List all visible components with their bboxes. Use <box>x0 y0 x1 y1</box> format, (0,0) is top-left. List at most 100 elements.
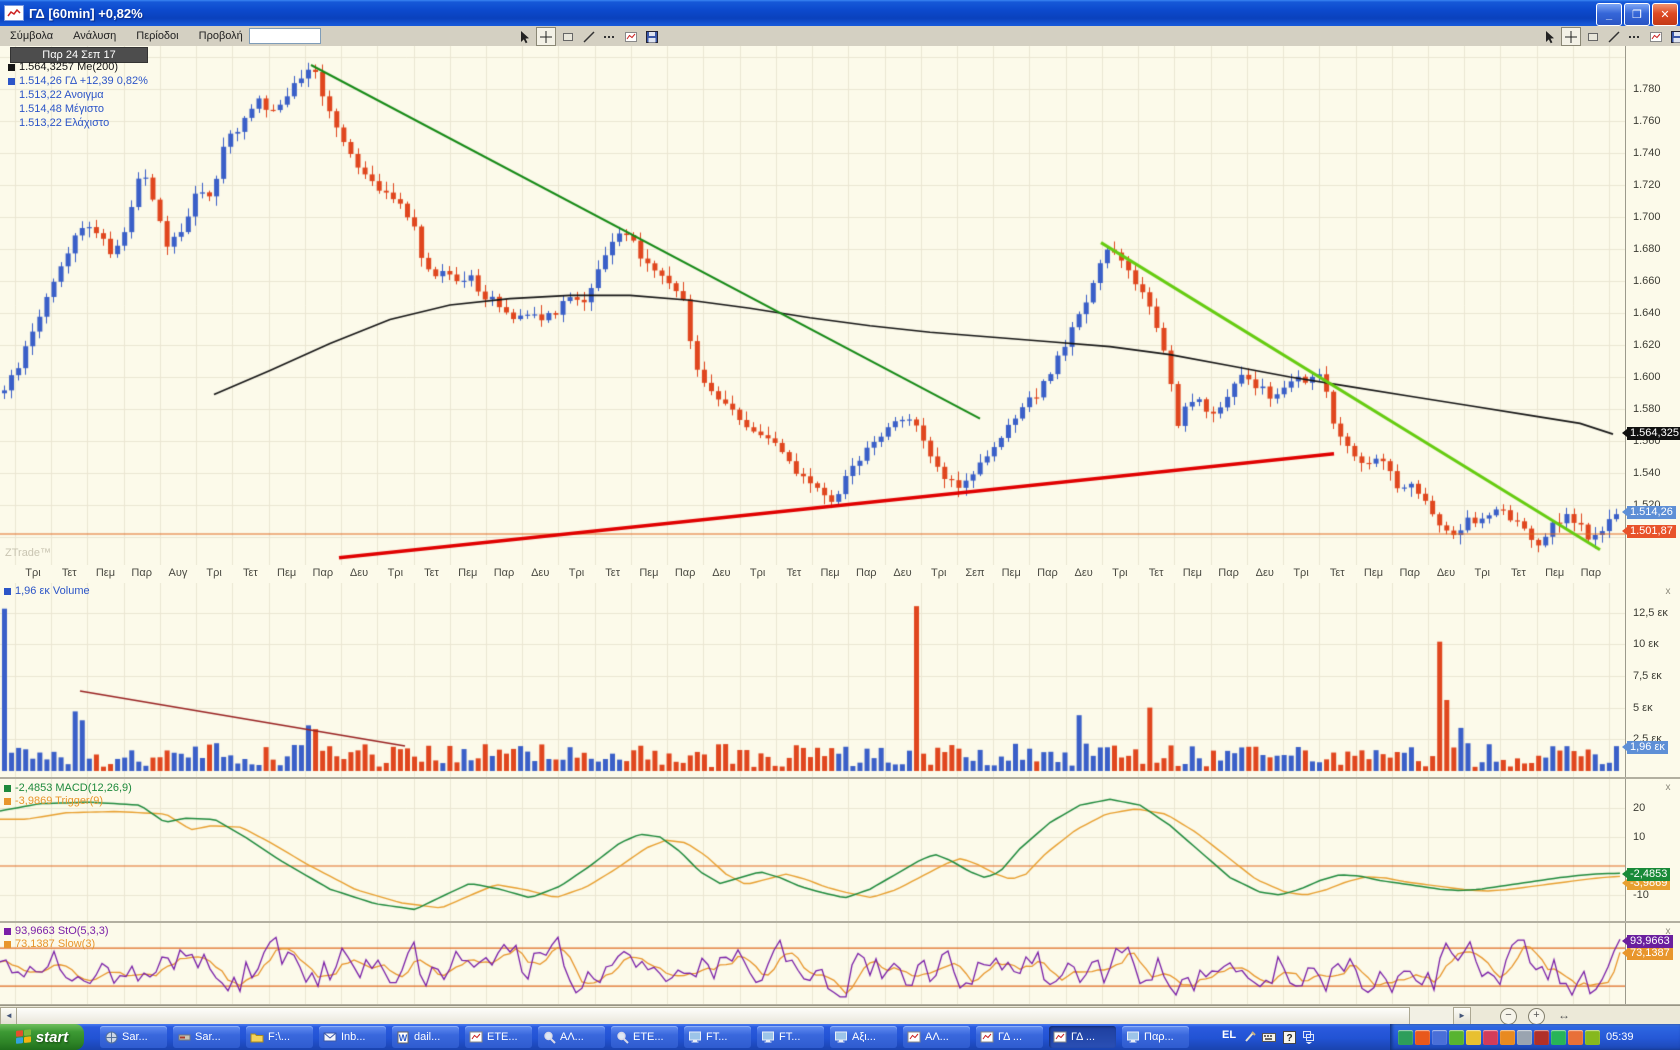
dotted-line-tool[interactable] <box>1626 28 1644 45</box>
help-icon[interactable]: ? <box>1281 1029 1297 1045</box>
toolbar-center <box>515 27 661 46</box>
tray-icon-5[interactable] <box>1466 1029 1481 1045</box>
svg-text:W: W <box>399 1033 408 1043</box>
app-icon <box>177 1031 191 1044</box>
menu-Περίοδοι[interactable]: Περίοδοι <box>136 30 179 42</box>
taskbar-button-FT[interactable]: FT... <box>684 1026 751 1048</box>
axis-tick: 1.580 <box>1633 403 1661 415</box>
axis-tick: 1.660 <box>1633 275 1661 287</box>
pen-icon[interactable] <box>1242 1029 1258 1045</box>
fit-width-icon[interactable]: ↔ <box>1558 1008 1570 1022</box>
pointer-tool[interactable] <box>1540 28 1558 45</box>
x-label: Δευ <box>1436 567 1456 579</box>
taskbar-button-Παρ[interactable]: Παρ... <box>1122 1026 1189 1048</box>
word-icon: W <box>396 1031 410 1044</box>
tray-icon-12[interactable] <box>1585 1029 1600 1045</box>
tray-icon-1[interactable] <box>1398 1029 1413 1045</box>
tray-icon-6[interactable] <box>1483 1029 1498 1045</box>
toolbar-options-icon[interactable] <box>1301 1029 1317 1045</box>
price-marker-icon <box>8 77 15 85</box>
start-button[interactable]: start <box>0 1024 84 1050</box>
symbol-input[interactable] <box>249 28 321 44</box>
chart-tool[interactable] <box>1647 28 1665 45</box>
x-label: Τρι <box>568 567 585 579</box>
tray-icon-3[interactable] <box>1432 1029 1447 1045</box>
volume-panel-canvas[interactable] <box>0 583 1625 777</box>
pointer-tool[interactable] <box>515 28 533 45</box>
taskbar-button-ΓΔ[interactable]: ΓΔ ... <box>1049 1026 1116 1048</box>
x-label: Σεπ <box>965 567 985 579</box>
x-axis-labels: Τρι Τετ Πεμ Παρ Αυγ Τρι Τετ Πεμ Παρ Δευ Τρι Τετ Πεμ Π… <box>0 565 1625 583</box>
save-tool[interactable] <box>1668 28 1680 45</box>
language-indicator[interactable]: EL <box>1222 1029 1237 1041</box>
x-label: Τρι <box>206 567 222 579</box>
tray-icon-9[interactable] <box>1534 1029 1549 1045</box>
zoom-out-button[interactable]: − <box>1500 1008 1517 1025</box>
menu-Προβολή[interactable]: Προβολή <box>198 30 243 42</box>
tray-icon-4[interactable] <box>1449 1029 1464 1045</box>
minimize-button[interactable]: _ <box>1596 3 1622 26</box>
taskbar-button-ΑΛ[interactable]: ΑΛ... <box>538 1026 605 1048</box>
x-label: Παρ <box>1037 567 1058 579</box>
taskbar-button-ΓΔ[interactable]: ΓΔ ... <box>976 1026 1043 1048</box>
taskbar-button-ΑΛ[interactable]: ΑΛ... <box>903 1026 970 1048</box>
chart-tool[interactable] <box>622 28 640 45</box>
x-label: Δευ <box>531 567 550 579</box>
axis-tick: 1.780 <box>1633 83 1661 95</box>
taskbar-button-FT[interactable]: FT... <box>757 1026 824 1048</box>
magnifier-icon <box>615 1031 629 1044</box>
monitor-icon <box>834 1031 848 1044</box>
taskbar-clock: 05:39 <box>1606 1031 1634 1043</box>
close-button[interactable]: ✕ <box>1652 3 1678 26</box>
crosshair-tool[interactable] <box>536 27 556 46</box>
zoom-in-button[interactable]: + <box>1528 1008 1545 1025</box>
macd-panel-canvas[interactable] <box>0 779 1625 921</box>
volume-value-badge: 1,96 εκ <box>1622 741 1668 754</box>
menu-Ανάλυση[interactable]: Ανάλυση <box>73 30 117 42</box>
volume-marker-icon <box>4 587 11 595</box>
taskbar-button-F[interactable]: F:\... <box>246 1026 313 1048</box>
stoch-panel-canvas[interactable] <box>0 923 1625 1004</box>
line-tool[interactable] <box>580 28 598 45</box>
horizontal-scrollbar: ◄ ► − + ↔ <box>0 1005 1680 1025</box>
x-label: Παρ <box>131 567 152 579</box>
svg-text:?: ? <box>1286 1033 1292 1044</box>
x-label: Πεμ <box>1182 567 1202 579</box>
crosshair-tool[interactable] <box>1561 27 1581 46</box>
box-tool[interactable] <box>1584 28 1602 45</box>
x-label: Παρ <box>1399 567 1421 579</box>
x-label: Τετ <box>1148 567 1164 579</box>
box-tool[interactable] <box>559 28 577 45</box>
restore-button[interactable]: ❐ <box>1624 3 1650 26</box>
tray-icon-7[interactable] <box>1500 1029 1515 1045</box>
axis-tick: 1.700 <box>1633 211 1661 223</box>
tray-icon-2[interactable] <box>1415 1029 1430 1045</box>
volume-close-icon[interactable]: x <box>1665 586 1671 597</box>
save-tool[interactable] <box>643 28 661 45</box>
taskbar-button-Αξι[interactable]: Αξι... <box>830 1026 897 1048</box>
x-label: Δευ <box>712 567 731 579</box>
monitor-icon <box>1126 1031 1140 1044</box>
taskbar-button-ΕΤΕ[interactable]: ΕΤΕ... <box>611 1026 678 1048</box>
taskbar-button-ΕΤΕ[interactable]: ΕΤΕ... <box>465 1026 532 1048</box>
taskbar-button-Inb[interactable]: Inb... <box>319 1026 386 1048</box>
macd-close-icon[interactable]: x <box>1665 782 1671 793</box>
keyboard-icon[interactable] <box>1261 1029 1277 1045</box>
menu-Σύμβολα[interactable]: Σύμβολα <box>10 30 54 42</box>
line-tool[interactable] <box>1605 28 1623 45</box>
tray-icon-10[interactable] <box>1551 1029 1566 1045</box>
dotted-line-tool[interactable] <box>601 28 619 45</box>
main-chart-canvas[interactable] <box>0 46 1625 565</box>
taskbar-button-Sar[interactable]: Sar... <box>100 1026 167 1048</box>
x-label: Αυγ <box>168 567 188 579</box>
scroll-right-button[interactable]: ► <box>1453 1007 1471 1025</box>
tray-icon-8[interactable] <box>1517 1029 1532 1045</box>
stoch-fast-badge: 93,9663 <box>1622 935 1673 948</box>
taskbar-button-Sar[interactable]: Sar... <box>173 1026 240 1048</box>
x-label: Τρι <box>387 567 404 579</box>
stoch-close-icon[interactable]: x <box>1665 926 1671 937</box>
magnifier-icon <box>542 1031 556 1044</box>
tray-icon-11[interactable] <box>1568 1029 1583 1045</box>
scrollbar-thumb[interactable] <box>16 1007 1410 1025</box>
